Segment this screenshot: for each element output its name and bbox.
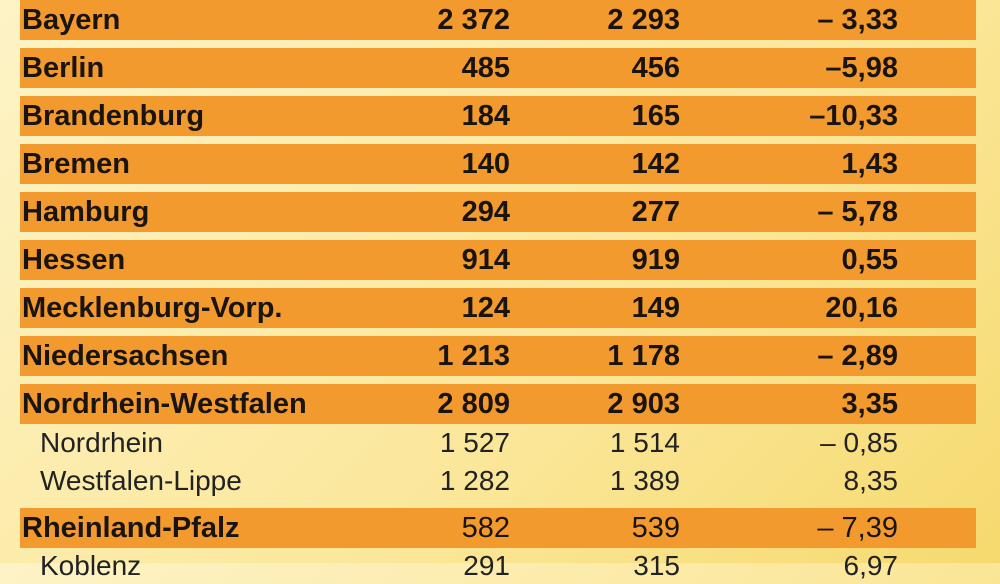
value-col-2: 456	[631, 52, 680, 84]
value-col-1: 485	[461, 52, 510, 84]
value-col-1: 2 372	[437, 4, 510, 36]
state-name: Bremen	[22, 148, 130, 180]
table-subrow: Koblenz 291 315 6,97	[20, 548, 976, 584]
change-percent: 8,35	[843, 465, 899, 496]
table-row: Hessen 914 919 0,55	[20, 240, 976, 280]
state-name: Mecklenburg-Vorp.	[22, 292, 283, 324]
table-row: Bremen 140 142 1,43	[20, 144, 976, 184]
value-col-1: 1 213	[437, 340, 510, 372]
table-row: Nordrhein-Westfalen 2 809 2 903 3,35	[20, 384, 976, 424]
change-percent: –10,33	[809, 100, 898, 132]
value-col-2: 277	[631, 196, 680, 228]
change-percent: –5,98	[825, 52, 898, 84]
change-percent: – 7,39	[817, 512, 898, 544]
change-percent: – 0,85	[820, 427, 898, 458]
table-subrow: Nordrhein 1 527 1 514 – 0,85	[20, 425, 976, 461]
value-col-1: 2 809	[437, 388, 510, 420]
value-col-2: 1 514	[609, 427, 680, 458]
value-col-2: 1 389	[609, 465, 680, 496]
change-percent: – 3,33	[817, 4, 898, 36]
state-name: Hamburg	[22, 196, 150, 228]
table-row: Rheinland-Pfalz 582 539 – 7,39	[20, 508, 976, 548]
value-col-1: 184	[461, 100, 510, 132]
value-col-2: 919	[631, 244, 680, 276]
value-col-1: 1 282	[439, 465, 510, 496]
state-name: Brandenburg	[22, 100, 205, 132]
value-col-2: 165	[631, 100, 680, 132]
change-percent: – 2,89	[817, 340, 898, 372]
value-col-1: 140	[461, 148, 510, 180]
region-name: Nordrhein	[40, 427, 163, 458]
value-col-1: 294	[461, 196, 510, 228]
value-col-1: 914	[461, 244, 510, 276]
state-name: Nordrhein-Westfalen	[22, 388, 307, 420]
change-percent: 1,43	[841, 148, 898, 180]
value-col-1: 1 527	[439, 427, 510, 458]
change-percent: – 5,78	[817, 196, 898, 228]
table-row: Berlin 485 456 –5,98	[20, 48, 976, 88]
value-col-2: 142	[631, 148, 680, 180]
state-name: Niedersachsen	[22, 340, 229, 372]
table-row: Niedersachsen 1 213 1 178 – 2,89	[20, 336, 976, 376]
value-col-1: 582	[461, 512, 510, 544]
table-subrow: Westfalen-Lippe 1 282 1 389 8,35	[20, 463, 976, 499]
change-percent: 6,97	[843, 550, 899, 581]
value-col-2: 539	[631, 512, 680, 544]
value-col-1: 291	[463, 550, 510, 581]
table-row: Mecklenburg-Vorp. 124 149 20,16	[20, 288, 976, 328]
table-row: Bayern 2 372 2 293 – 3,33	[20, 0, 976, 40]
change-percent: 0,55	[841, 244, 898, 276]
region-name: Westfalen-Lippe	[40, 465, 242, 496]
state-name: Rheinland-Pfalz	[22, 512, 240, 544]
table-row: Hamburg 294 277 – 5,78	[20, 192, 976, 232]
state-name: Bayern	[22, 4, 121, 36]
state-name: Hessen	[22, 244, 126, 276]
value-col-2: 149	[631, 292, 680, 324]
value-col-2: 315	[633, 550, 680, 581]
state-name: Berlin	[22, 52, 105, 84]
region-name: Koblenz	[40, 550, 142, 581]
value-col-2: 2 293	[607, 4, 680, 36]
value-col-2: 2 903	[607, 388, 680, 420]
table-row: Brandenburg 184 165 –10,33	[20, 96, 976, 136]
value-col-1: 124	[461, 292, 510, 324]
change-percent: 20,16	[825, 292, 898, 324]
change-percent: 3,35	[841, 388, 898, 420]
value-col-2: 1 178	[607, 340, 680, 372]
